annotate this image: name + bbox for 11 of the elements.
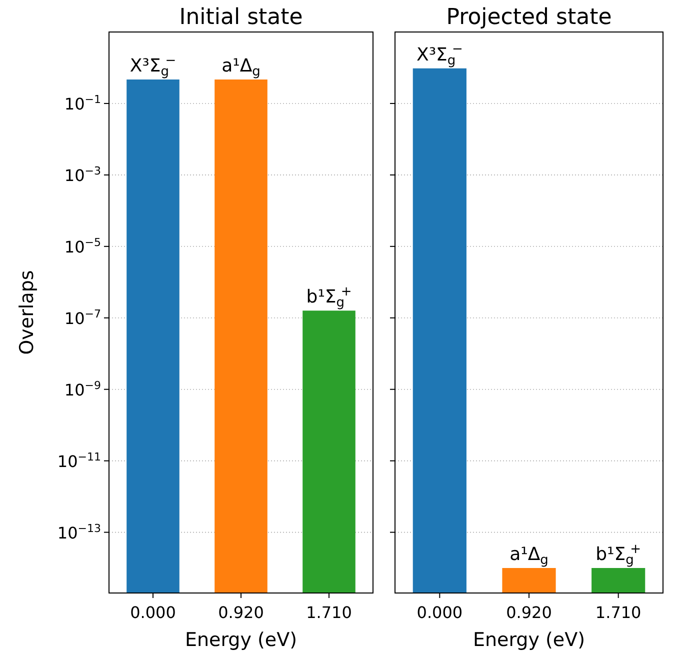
x-tick-label: 1.710 <box>595 603 642 622</box>
x-tick-label: 0.000 <box>416 603 463 622</box>
chart-title: Projected state <box>446 5 612 30</box>
x-tick-label: 0.000 <box>130 603 176 622</box>
x-axis-title: Energy (eV) <box>184 629 298 651</box>
x-tick-label: 1.710 <box>306 603 352 622</box>
x-tick-label: 0.920 <box>218 603 264 622</box>
x-tick-label: 0.920 <box>506 603 552 622</box>
x-axis-title: Energy (eV) <box>472 629 586 651</box>
y-axis-title: Overlaps <box>16 270 38 355</box>
chart-title: Initial state <box>179 5 303 30</box>
